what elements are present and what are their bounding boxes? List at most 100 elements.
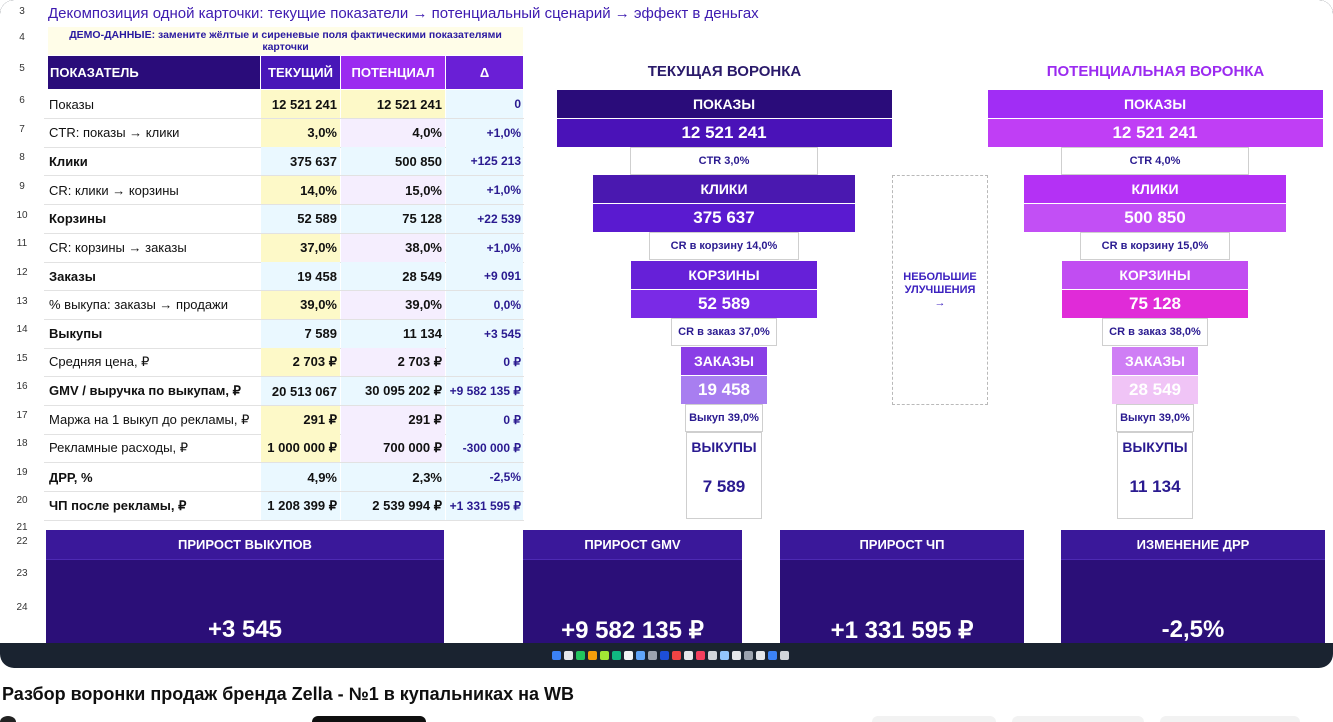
kpi-label: ИЗМЕНЕНИЕ ДРР xyxy=(1061,530,1325,560)
app-icon[interactable] xyxy=(551,650,561,660)
table-cell-potential[interactable]: 291 ₽ xyxy=(341,405,445,434)
table-cell-delta[interactable]: 0 ₽ xyxy=(446,405,523,434)
table-cell-metric[interactable]: GMV / выручка по выкупам, ₽ xyxy=(49,383,241,398)
app-icon[interactable] xyxy=(587,650,597,660)
table-cell-current[interactable]: 1 208 399 ₽ xyxy=(261,491,340,520)
app-icon[interactable] xyxy=(767,650,777,660)
table-cell-potential[interactable]: 38,0% xyxy=(341,233,445,262)
table-cell-current[interactable]: 19 458 xyxy=(261,262,340,291)
table-cell-delta[interactable]: +9 582 135 ₽ xyxy=(446,377,523,405)
share-button[interactable] xyxy=(1012,716,1144,722)
table-cell-current[interactable]: 20 513 067 xyxy=(261,377,340,405)
table-cell-metric[interactable]: CTR: показы → клики xyxy=(49,125,180,141)
table-cell-current[interactable]: 39,0% xyxy=(261,290,340,319)
table-cell-delta[interactable]: -2,5% xyxy=(446,463,523,492)
subscribe-button[interactable] xyxy=(312,716,426,722)
app-icon[interactable] xyxy=(635,650,645,660)
table-cell-potential[interactable]: 2,3% xyxy=(341,463,445,492)
table-cell-current[interactable]: 4,9% xyxy=(261,463,340,492)
table-cell-metric[interactable]: Заказы xyxy=(49,268,96,284)
table-cell-potential[interactable]: 2 703 ₽ xyxy=(341,348,445,377)
kpi-label: ПРИРОСТ ЧП xyxy=(780,530,1024,560)
table-cell-current[interactable]: 3,0% xyxy=(261,118,340,147)
app-icon[interactable] xyxy=(695,650,705,660)
funnel-conversion: Выкуп 39,0% xyxy=(1116,404,1194,432)
table-cell-metric[interactable]: ДРР, % xyxy=(49,469,93,485)
table-cell-current[interactable]: 2 703 ₽ xyxy=(261,348,340,377)
row-number: 21 xyxy=(16,522,28,533)
app-icon[interactable] xyxy=(779,650,789,660)
table-cell-delta[interactable]: +3 545 xyxy=(446,319,523,348)
funnel-conversion: Выкуп 39,0% xyxy=(685,404,763,432)
table-cell-current[interactable]: 375 637 xyxy=(261,147,340,176)
app-icon[interactable] xyxy=(575,650,585,660)
table-cell-metric[interactable]: CR: клики → корзины xyxy=(49,182,179,198)
app-icon[interactable] xyxy=(611,650,621,660)
table-cell-current[interactable]: 1 000 000 ₽ xyxy=(261,434,340,463)
table-cell-potential[interactable]: 2 539 994 ₽ xyxy=(341,491,445,520)
app-icon[interactable] xyxy=(671,650,681,660)
funnel-stage-label: ВЫКУПЫ xyxy=(691,439,757,455)
row-number: 19 xyxy=(16,467,28,478)
funnel-stage-label: ЗАКАЗЫ xyxy=(1112,347,1198,375)
table-cell-current[interactable]: 12 521 241 xyxy=(261,90,340,118)
app-icon[interactable] xyxy=(743,650,753,660)
table-cell-current[interactable]: 14,0% xyxy=(261,176,340,205)
app-icon[interactable] xyxy=(683,650,693,660)
like-button[interactable] xyxy=(872,716,996,722)
row-divider xyxy=(44,261,524,263)
table-cell-current[interactable]: 52 589 xyxy=(261,204,340,233)
table-cell-potential[interactable]: 30 095 202 ₽ xyxy=(341,377,445,405)
table-cell-metric[interactable]: Клики xyxy=(49,153,88,169)
table-cell-metric[interactable]: % выкупа: заказы → продажи xyxy=(49,297,229,313)
table-cell-potential[interactable]: 11 134 xyxy=(341,319,445,348)
table-cell-potential[interactable]: 28 549 xyxy=(341,262,445,291)
table-cell-delta[interactable]: +125 213 xyxy=(446,147,523,176)
table-cell-delta[interactable]: +9 091 xyxy=(446,262,523,291)
table-cell-delta[interactable]: +1 331 595 ₽ xyxy=(446,491,523,520)
table-cell-delta[interactable]: -300 000 ₽ xyxy=(446,434,523,463)
app-icon[interactable] xyxy=(755,650,765,660)
save-button[interactable] xyxy=(1160,716,1300,722)
table-cell-metric[interactable]: CR: корзины → заказы xyxy=(49,240,187,255)
kpi-value: -2,5% xyxy=(1161,616,1225,643)
channel-avatar[interactable] xyxy=(0,716,16,722)
app-icon[interactable] xyxy=(563,650,573,660)
table-cell-potential[interactable]: 39,0% xyxy=(341,290,445,319)
table-cell-delta[interactable]: +22 539 xyxy=(446,204,523,233)
table-cell-metric[interactable]: Показы xyxy=(49,96,94,112)
app-icon[interactable] xyxy=(731,650,741,660)
table-cell-potential[interactable]: 75 128 xyxy=(341,204,445,233)
app-icon[interactable] xyxy=(647,650,657,660)
table-cell-delta[interactable]: 0 ₽ xyxy=(446,348,523,377)
table-cell-metric[interactable]: Выкупы xyxy=(49,326,103,342)
app-icon[interactable] xyxy=(659,650,669,660)
table-cell-metric[interactable]: ЧП после рекламы, ₽ xyxy=(49,497,187,513)
table-cell-metric[interactable]: Средняя цена, ₽ xyxy=(49,354,150,370)
table-cell-metric[interactable]: Корзины xyxy=(49,211,107,227)
funnel-stage-label: КОРЗИНЫ xyxy=(631,261,817,289)
table-cell-potential[interactable]: 12 521 241 xyxy=(341,90,445,118)
table-cell-current[interactable]: 37,0% xyxy=(261,233,340,262)
app-icon[interactable] xyxy=(623,650,633,660)
table-cell-delta[interactable]: 0,0% xyxy=(446,290,523,319)
app-icon[interactable] xyxy=(719,650,729,660)
app-icon[interactable] xyxy=(707,650,717,660)
table-cell-metric[interactable]: Маржа на 1 выкуп до рекламы, ₽ xyxy=(49,411,250,427)
table-cell-metric[interactable]: Рекламные расходы, ₽ xyxy=(49,440,188,456)
funnel-conversion: CR в заказ 38,0% xyxy=(1102,318,1208,346)
table-cell-current[interactable]: 291 ₽ xyxy=(261,405,340,434)
table-cell-delta[interactable]: +1,0% xyxy=(446,118,523,147)
table-cell-potential[interactable]: 4,0% xyxy=(341,118,445,147)
table-cell-potential[interactable]: 15,0% xyxy=(341,176,445,205)
table-cell-potential[interactable]: 700 000 ₽ xyxy=(341,434,445,463)
table-cell-delta[interactable]: +1,0% xyxy=(446,233,523,262)
table-cell-delta[interactable]: +1,0% xyxy=(446,176,523,205)
table-cell-delta[interactable]: 0 xyxy=(446,90,523,118)
table-cell-potential[interactable]: 500 850 xyxy=(341,147,445,176)
table-cell-current[interactable]: 7 589 xyxy=(261,319,340,348)
app-icon[interactable] xyxy=(599,650,609,660)
arrow-right-icon: → xyxy=(934,296,946,309)
spreadsheet: 3 4 5 6 7 8 9 10 11 12 13 14 15 16 17 18 19 20 21 22 23 24 Де… xyxy=(0,0,1333,643)
row-number: 16 xyxy=(16,381,28,392)
